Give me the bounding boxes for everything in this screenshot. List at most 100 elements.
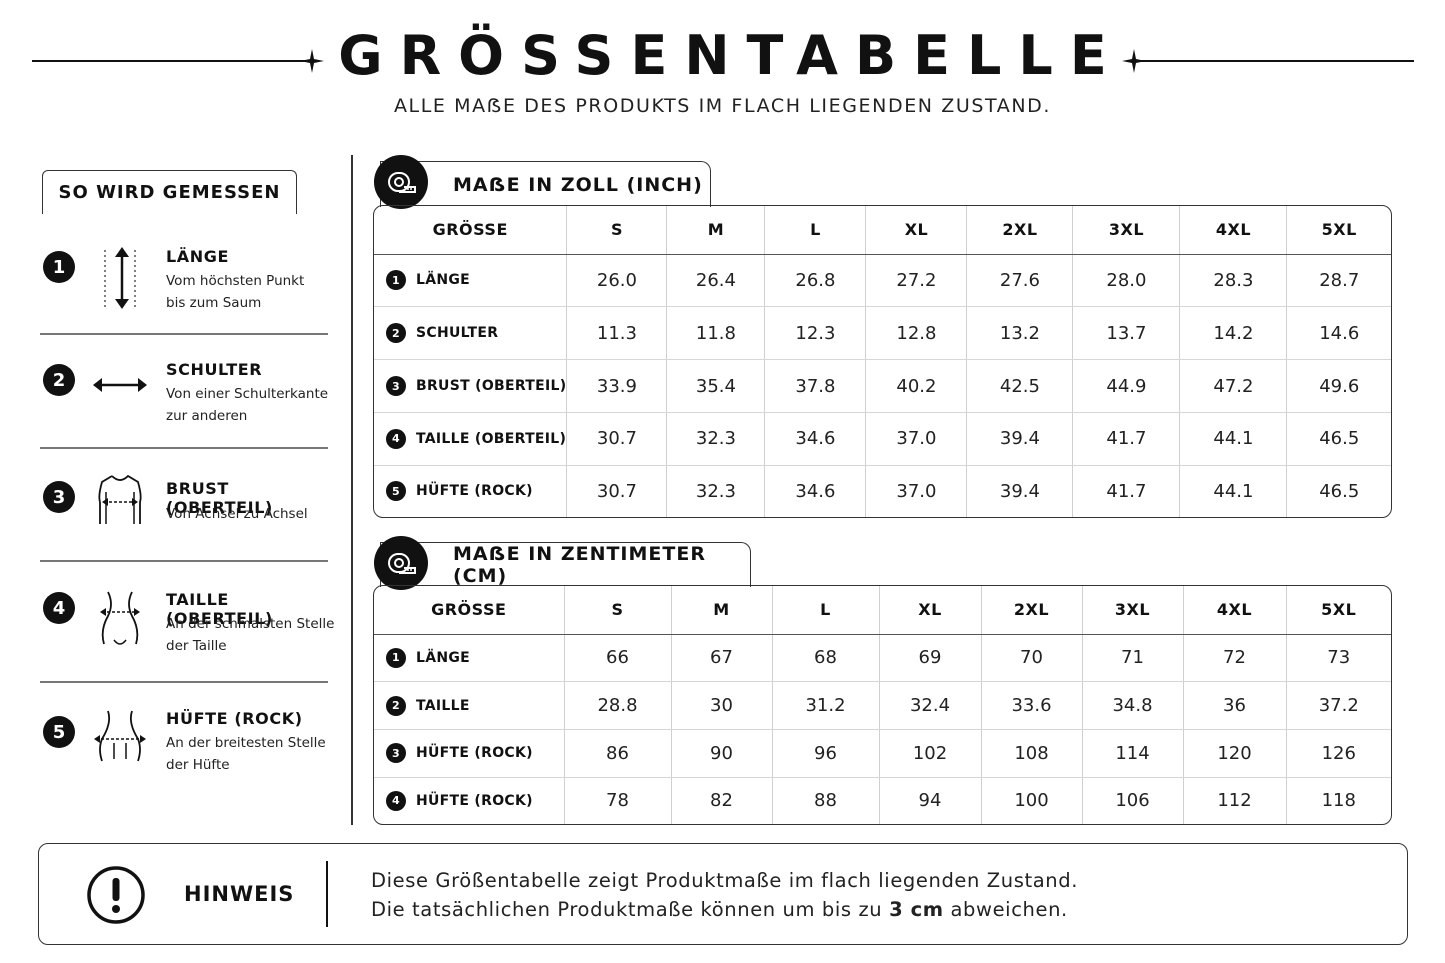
- size-column-header: 2XL: [981, 586, 1083, 635]
- table-cell: 26.8: [764, 254, 867, 308]
- table-cell: 70: [981, 634, 1083, 683]
- row-number: 4: [386, 428, 406, 449]
- table-cell: 126: [1286, 729, 1391, 778]
- table-cell: 73: [1286, 634, 1391, 683]
- note-divider: [326, 861, 328, 927]
- table-cell: 35.4: [666, 359, 766, 413]
- table-cell: 108: [981, 729, 1083, 778]
- row-number: 3: [386, 743, 406, 764]
- table-row: 2 TAILLE 28.8 30 31.2 32.4 33.6 34.8 36 3…: [374, 681, 1391, 731]
- table-cell: 37.2: [1286, 681, 1391, 731]
- table-row: 1 LÄNGE 66 67 68 69 70 71 72 73: [374, 634, 1391, 683]
- size-column-header: M: [666, 206, 766, 255]
- size-column-header: L: [772, 586, 880, 635]
- page-title: GRÖSSENTABELLE: [338, 24, 1124, 87]
- step-number: 4: [43, 592, 75, 624]
- size-column-header: S: [564, 586, 672, 635]
- step-title: LÄNGE: [166, 247, 230, 266]
- table-cell: 13.2: [966, 306, 1074, 361]
- table-cell: 28.0: [1072, 254, 1181, 308]
- note-box: HINWEIS Diese Größentabelle zeigt Produk…: [38, 843, 1408, 945]
- sparkle-icon: [300, 49, 324, 73]
- row-label: 3 HÜFTE (ROCK): [374, 729, 565, 778]
- table-cell: 68: [772, 634, 880, 683]
- table-cell: 114: [1082, 729, 1184, 778]
- row-label-text: HÜFTE (ROCK): [416, 792, 533, 809]
- note-line: abweichen.: [943, 898, 1068, 921]
- table-cell: 102: [879, 729, 982, 778]
- size-column-header: 5XL: [1286, 206, 1391, 255]
- table-cell: 37.0: [865, 465, 968, 517]
- table-cell: 44.9: [1072, 359, 1181, 413]
- table-cell: 34.6: [764, 412, 867, 466]
- table-row: 3 HÜFTE (ROCK) 86 90 96 102 108 114 120 1…: [374, 729, 1391, 778]
- table-row: 5 HÜFTE (ROCK) 30.7 32.3 34.6 37.0 39.4 4…: [374, 465, 1391, 517]
- row-label-text: TAILLE (OBERTEIL): [416, 430, 567, 447]
- guide-step-length: 1 LÄNGE Vom höchsten Punkt bis zum Saum: [40, 245, 328, 320]
- guide-divider: [40, 681, 328, 683]
- table-cell: 14.6: [1286, 306, 1391, 361]
- table-cell: 47.2: [1179, 359, 1288, 413]
- size-column-header: 4XL: [1179, 206, 1288, 255]
- table-row: 4 TAILLE (OBERTEIL) 30.7 32.3 34.6 37.0 3…: [374, 412, 1391, 466]
- row-number: 3: [386, 376, 406, 397]
- table-cell: 72: [1183, 634, 1287, 683]
- row-number: 1: [386, 270, 406, 291]
- table-cell: 27.2: [865, 254, 968, 308]
- table-cell: 120: [1183, 729, 1287, 778]
- table-cell: 41.7: [1072, 465, 1181, 517]
- table-cell: 90: [671, 729, 773, 778]
- row-label-text: LÄNGE: [416, 272, 471, 289]
- inch-table: GRÖSSE S M L XL 2XL 3XL 4XL 5XL 1 LÄNGE 2…: [373, 205, 1392, 518]
- step-desc: zur anderen: [166, 408, 248, 424]
- size-column-header: 3XL: [1072, 206, 1181, 255]
- table-row: 2 SCHULTER 11.3 11.8 12.3 12.8 13.2 13.7 …: [374, 306, 1391, 361]
- table-header-row: GRÖSSE S M L XL 2XL 3XL 4XL 5XL: [374, 586, 1391, 635]
- table-cell: 12.8: [865, 306, 968, 361]
- step-title: BRUST (OBERTEIL): [166, 479, 273, 517]
- table-cell: 106: [1082, 777, 1184, 824]
- table-cell: 34.8: [1082, 681, 1184, 731]
- row-label-text: LÄNGE: [416, 649, 471, 666]
- table-cell: 42.5: [966, 359, 1074, 413]
- table-cell: 32.3: [666, 412, 766, 466]
- note-highlight: 3 cm: [889, 898, 944, 921]
- row-label: 1 LÄNGE: [374, 634, 565, 683]
- step-number: 3: [43, 481, 75, 513]
- step-desc: der Hüfte: [166, 757, 230, 773]
- table-cell: 13.7: [1072, 306, 1181, 361]
- guide-heading: SO WIRD GEMESSEN: [42, 170, 297, 214]
- table-cell: 30.7: [566, 412, 668, 466]
- row-number: 1: [386, 647, 406, 668]
- table-cell: 44.1: [1179, 412, 1288, 466]
- header-rule-left: [32, 60, 314, 62]
- table-cell: 69: [879, 634, 982, 683]
- table-row: 3 BRUST (OBERTEIL) 33.9 35.4 37.8 40.2 42…: [374, 359, 1391, 413]
- table-cell: 27.6: [966, 254, 1074, 308]
- row-label: 2 TAILLE: [374, 681, 565, 731]
- row-label: 2 SCHULTER: [374, 306, 568, 361]
- size-column-header: 4XL: [1183, 586, 1287, 635]
- inch-table-title: MAẞE IN ZOLL (INCH): [380, 161, 711, 207]
- row-number: 4: [386, 790, 406, 811]
- table-cell: 66: [564, 634, 672, 683]
- size-column-header: XL: [865, 206, 968, 255]
- guide-step-hip: 5 HÜFTE (ROCK) An der breitesten Stelle d…: [40, 707, 328, 782]
- table-cell: 33.6: [981, 681, 1083, 731]
- tape-measure-icon: [374, 155, 428, 209]
- length-arrow-icon: [104, 247, 136, 309]
- table-cell: 30: [671, 681, 773, 731]
- size-column-header: 5XL: [1286, 586, 1391, 635]
- step-number: 1: [43, 251, 75, 283]
- row-label-text: BRUST (OBERTEIL): [416, 378, 567, 395]
- step-number: 5: [43, 716, 75, 748]
- step-title: HÜFTE (ROCK): [166, 709, 303, 728]
- bust-icon: [98, 474, 142, 524]
- size-column-header: L: [764, 206, 867, 255]
- table-cell: 46.5: [1286, 412, 1391, 466]
- table-cell: 12.3: [764, 306, 867, 361]
- table-row: 4 HÜFTE (ROCK) 78 82 88 94 100 106 112 11…: [374, 777, 1391, 824]
- note-line: Diese Größentabelle zeigt Produktmaße im…: [371, 869, 1078, 892]
- step-title: TAILLE (OBERTEIL): [166, 590, 273, 628]
- table-cell: 71: [1082, 634, 1184, 683]
